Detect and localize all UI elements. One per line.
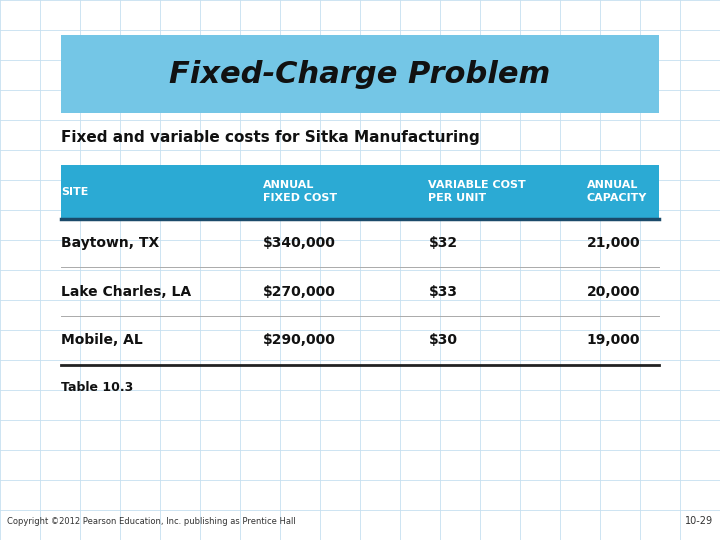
Text: ANNUAL
CAPACITY: ANNUAL CAPACITY <box>587 180 647 203</box>
Text: Copyright ©2012 Pearson Education, Inc. publishing as Prentice Hall: Copyright ©2012 Pearson Education, Inc. … <box>7 517 296 526</box>
Text: VARIABLE COST
PER UNIT: VARIABLE COST PER UNIT <box>428 180 526 203</box>
Bar <box>61 35 659 113</box>
Text: $270,000: $270,000 <box>263 285 336 299</box>
Text: Fixed and variable costs for Sitka Manufacturing: Fixed and variable costs for Sitka Manuf… <box>61 130 480 145</box>
Text: $32: $32 <box>428 236 457 250</box>
Text: $340,000: $340,000 <box>263 236 336 250</box>
Text: $290,000: $290,000 <box>263 333 336 347</box>
Text: Table 10.3: Table 10.3 <box>61 381 133 394</box>
Text: Mobile, AL: Mobile, AL <box>61 333 143 347</box>
Text: Lake Charles, LA: Lake Charles, LA <box>61 285 192 299</box>
Text: Fixed-Charge Problem: Fixed-Charge Problem <box>169 60 551 89</box>
Text: 21,000: 21,000 <box>587 236 640 250</box>
Text: $30: $30 <box>428 333 457 347</box>
Text: 19,000: 19,000 <box>587 333 640 347</box>
Text: 20,000: 20,000 <box>587 285 640 299</box>
Text: 10-29: 10-29 <box>685 516 713 526</box>
Text: ANNUAL
FIXED COST: ANNUAL FIXED COST <box>263 180 337 203</box>
Text: SITE: SITE <box>61 187 89 197</box>
Text: Baytown, TX: Baytown, TX <box>61 236 159 250</box>
Bar <box>61 165 659 219</box>
Text: $33: $33 <box>428 285 457 299</box>
